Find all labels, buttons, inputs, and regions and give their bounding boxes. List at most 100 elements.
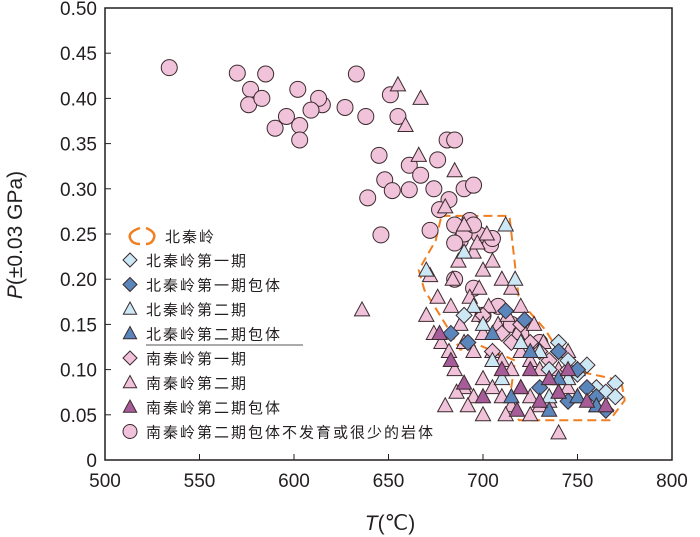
data-point-triangle — [569, 387, 586, 404]
data-point-triangle — [470, 279, 488, 295]
data-point-triangle — [446, 161, 464, 178]
data-point-triangle — [484, 324, 501, 340]
region-legend-icon — [145, 226, 156, 246]
data-point-triangle — [578, 392, 596, 408]
data-point-triangle — [455, 215, 473, 232]
data-point-triangle — [550, 383, 568, 399]
data-point-circle — [357, 107, 375, 125]
data-point-circle — [359, 189, 377, 207]
data-point-triangle — [512, 297, 530, 313]
data-point-triangle — [455, 243, 473, 259]
data-point-triangle — [474, 261, 492, 277]
legend-label: 北秦岭第一期包体 — [146, 277, 282, 295]
data-point-diamond — [606, 388, 625, 406]
data-point-triangle — [436, 396, 454, 413]
x-axis-label: T(℃) — [365, 512, 415, 535]
data-point-triangle — [497, 215, 515, 232]
data-point-triangle — [432, 333, 450, 349]
legend-triangle-icon — [122, 398, 138, 413]
data-point-triangle — [468, 233, 486, 250]
data-point-triangle — [540, 369, 558, 386]
data-point-triangle — [474, 315, 492, 331]
legend-diamond-icon — [122, 276, 138, 293]
data-point-triangle — [512, 378, 530, 395]
x-tick-label: 650 — [373, 471, 405, 492]
legend-label: 北秦岭 — [165, 228, 216, 246]
data-point-circle — [257, 65, 275, 83]
y-tick-label: 0 — [86, 451, 97, 472]
data-point-triangle — [417, 261, 435, 277]
data-point-triangle — [540, 401, 558, 417]
data-point-circle — [370, 146, 388, 164]
data-point-diamond — [549, 342, 568, 361]
legend-label: 南秦岭第一期 — [146, 350, 248, 368]
region-legend-icon — [128, 226, 141, 246]
y-tick-label: 0.20 — [60, 270, 97, 291]
data-point-circle — [465, 176, 483, 194]
data-point-triangle — [502, 387, 520, 404]
x-tick-label: 600 — [278, 471, 310, 492]
data-point-triangle — [474, 369, 492, 386]
data-point-triangle — [521, 360, 539, 377]
data-point-triangle — [446, 360, 464, 377]
data-point-triangle — [521, 405, 539, 422]
data-point-circle — [228, 64, 246, 82]
y-tick-label: 0.25 — [60, 225, 97, 246]
data-point-diamond — [442, 324, 460, 343]
data-point-triangle — [448, 383, 465, 399]
legend-label: 北秦岭第二期 — [146, 301, 248, 319]
data-point-triangle — [474, 387, 492, 404]
data-point-triangle — [502, 279, 520, 295]
x-tick-label: 500 — [89, 471, 121, 492]
data-point-diamond — [515, 311, 534, 329]
legend-triangle-icon — [122, 374, 138, 389]
legend-label: 南秦岭第二期包体不发育或很少的岩体 — [146, 424, 435, 442]
y-tick-label: 0.35 — [60, 135, 97, 156]
data-point-triangle — [550, 423, 568, 440]
data-point-circle — [425, 180, 443, 198]
data-point-triangle — [449, 252, 467, 268]
data-point-circle — [383, 182, 401, 200]
axes: 500 550 600 650 700 750 800 0 0.05 0.10 0.15 0.20 0.… — [60, 0, 688, 492]
data-point-triangle — [417, 306, 435, 322]
data-point-triangle — [493, 369, 511, 386]
legend: 北秦岭北秦岭第一期北秦岭第一期包体北秦岭第二期北秦岭第二期包体南秦岭第一期南秦岭… — [122, 226, 435, 442]
data-point-circle — [291, 131, 309, 149]
data-point-circle — [446, 234, 464, 252]
data-point-circle — [336, 98, 354, 116]
x-tick-label: 550 — [184, 471, 216, 492]
y-tick-label: 0.50 — [60, 0, 97, 20]
y-tick-label: 0.45 — [60, 44, 97, 65]
data-point-triangle — [429, 288, 447, 304]
data-point-triangle — [508, 401, 526, 417]
legend-triangle-icon — [122, 325, 138, 340]
legend-circle-icon — [122, 424, 138, 439]
data-point-triangle — [506, 270, 524, 286]
data-point-triangle — [465, 297, 482, 313]
data-points — [160, 59, 625, 440]
data-point-triangle — [493, 360, 511, 377]
data-point-circle — [266, 119, 284, 137]
x-tick-label: 750 — [562, 471, 594, 492]
data-point-triangle — [493, 270, 511, 286]
legend-diamond-icon — [122, 252, 138, 268]
legend-label: 南秦岭第二期 — [146, 375, 248, 393]
data-point-diamond — [455, 306, 473, 325]
data-point-circle — [412, 166, 430, 184]
data-point-triangle — [521, 342, 539, 359]
data-point-triangle — [442, 351, 460, 368]
data-point-circle — [253, 89, 271, 107]
data-point-circle — [372, 226, 390, 244]
y-tick-label: 0.40 — [60, 89, 97, 110]
data-point-triangle — [465, 342, 482, 359]
data-point-triangle — [559, 360, 577, 377]
legend-label: 北秦岭第一期 — [146, 252, 248, 270]
data-point-circle — [291, 117, 309, 135]
data-point-triangle — [412, 89, 430, 105]
data-point-diamond — [459, 333, 477, 352]
legend-label: 南秦岭第二期包体 — [146, 399, 282, 417]
data-point-triangle — [431, 324, 448, 340]
data-point-circle — [446, 131, 464, 149]
data-point-triangle — [444, 270, 462, 286]
